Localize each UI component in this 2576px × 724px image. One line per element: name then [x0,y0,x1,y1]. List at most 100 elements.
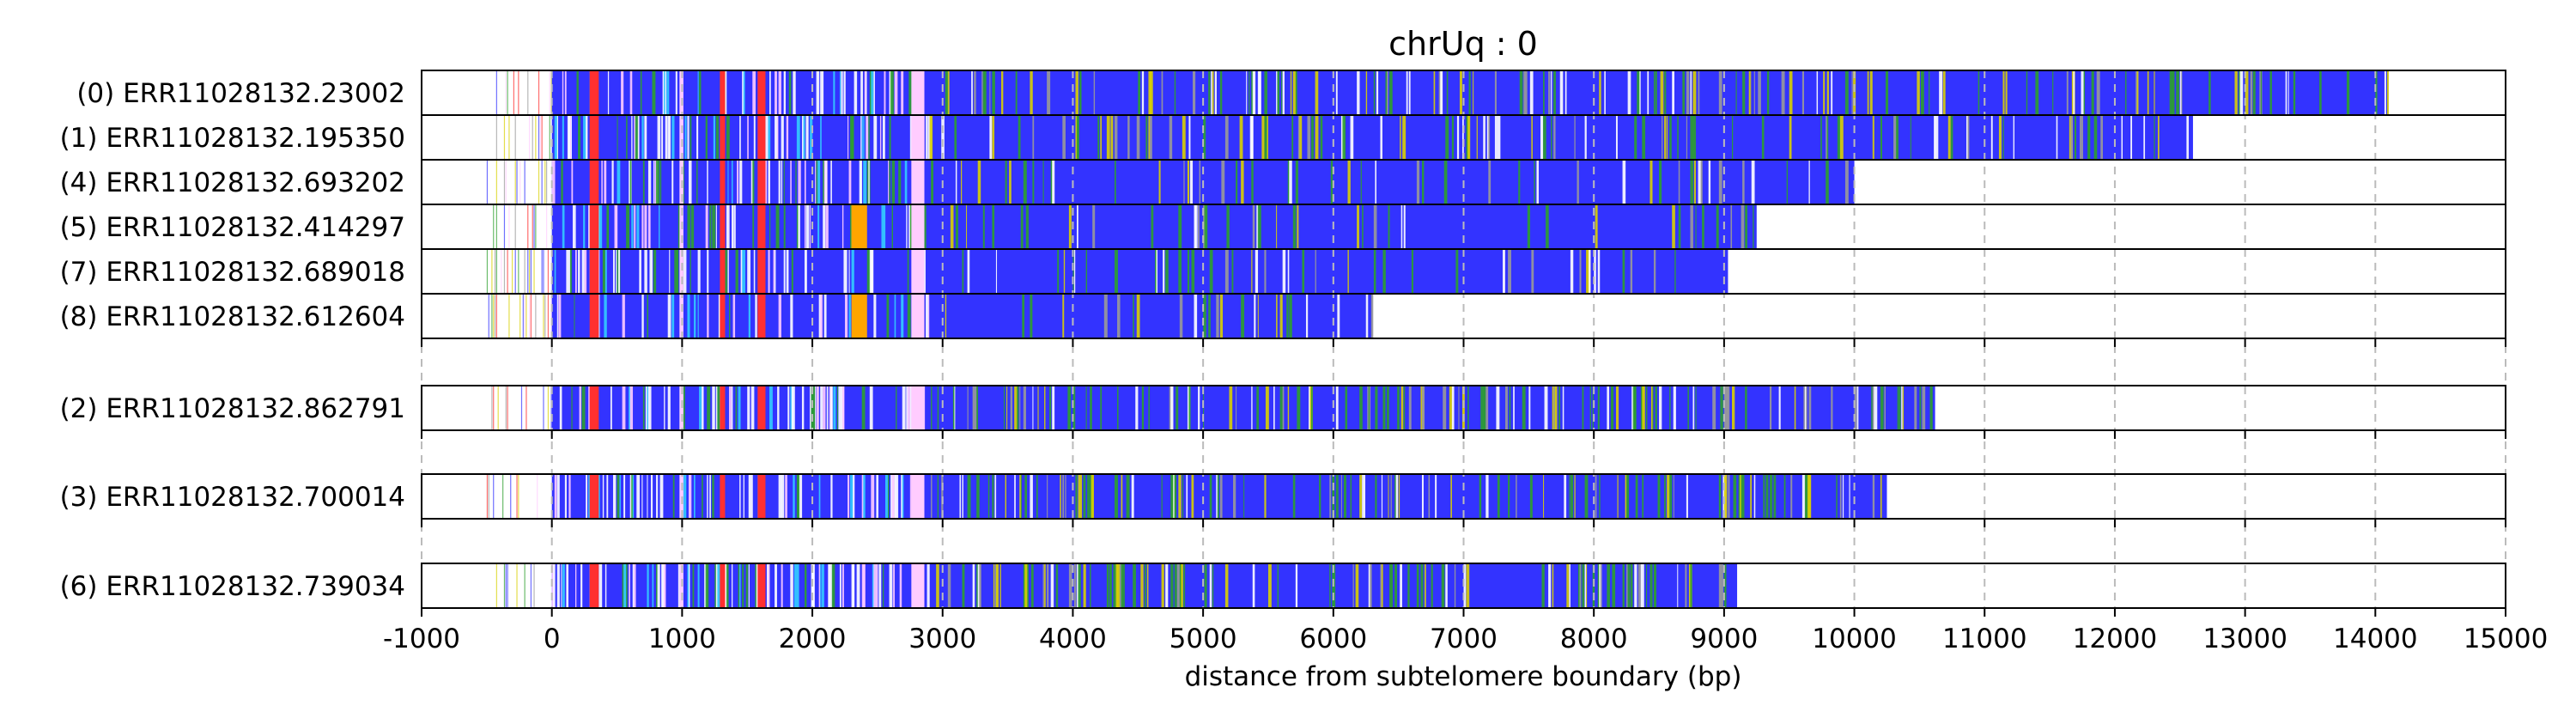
read-stripe [1934,116,1936,159]
read-stripe [616,205,618,248]
read-stripe [952,386,956,429]
read-stripe [1226,205,1230,248]
read-stripe [1282,250,1286,293]
read-stripe [503,116,506,159]
read-stripe [2002,71,2005,114]
read-stripe [1239,116,1243,159]
read-stripe [868,161,870,204]
read-band [911,205,925,248]
read-label: (3) ERR11028132.700014 [60,482,405,513]
read-stripe [1076,116,1079,159]
read-stripe [737,161,739,204]
read-stripe [656,564,659,607]
read-stripe [742,250,746,293]
read-stripe [2091,71,2094,114]
read-stripe [2319,71,2322,114]
read-stripe [2176,71,2179,114]
read-stripe [1867,71,1869,114]
read-stripe [882,116,885,159]
x-tick-label: 7000 [1430,624,1498,654]
read-stripe [745,564,749,607]
read-stripe [1297,205,1299,248]
read-stripe [1397,386,1400,429]
read-stripe [1259,71,1261,114]
read-stripe [1182,116,1186,159]
read-stripe [1282,71,1285,114]
read-stripe [1251,161,1254,204]
read-stripe [1529,71,1534,114]
read-track [488,295,1374,338]
read-stripe [527,205,529,248]
read-stripe [1826,71,1829,114]
read-band [911,116,925,159]
read-stripe [1584,564,1587,607]
read-stripe [713,116,715,159]
read-stripe [665,71,667,114]
read-stripe [574,564,577,607]
read-stripe [1978,71,1980,114]
read-stripe [817,161,821,204]
read-stripe [634,116,637,159]
read-stripe [1335,71,1338,114]
read-stripe [1528,386,1531,429]
read-stripe [888,475,890,518]
read-stripe [1047,564,1049,607]
read-stripe [659,161,662,204]
reads-layer [486,71,2389,607]
read-stripe [1446,71,1449,114]
read-stripe [694,475,696,518]
read-stripe [1485,475,1489,518]
read-stripe [1626,475,1629,518]
read-stripe [1718,564,1722,607]
read-stripe [2066,71,2069,114]
read-stripe [1726,386,1730,429]
read-stripe [1382,386,1386,429]
read-stripe [1307,116,1311,159]
read-stripe [1368,386,1370,429]
read-stripe [1794,386,1796,429]
read-stripe [1208,295,1211,338]
read-stripe [1136,116,1140,159]
read-stripe [578,116,580,159]
read-stripe [735,386,738,429]
read-stripe [579,386,581,429]
read-stripe [1837,116,1841,159]
read-stripe [598,564,603,607]
read-stripe [1093,71,1096,114]
read-stripe [1188,116,1191,159]
read-stripe [1400,564,1402,607]
read-stripe [1607,386,1610,429]
read-stripe [1820,116,1822,159]
read-stripe [1617,475,1619,518]
read-stripe [1836,475,1838,518]
read-stripe [1092,205,1096,248]
read-stripe [1750,475,1752,518]
read-stripe [1692,71,1697,114]
read-stripe [1174,71,1176,114]
read-stripe [783,161,785,204]
read-stripe [873,295,877,338]
read-stripe [1217,475,1219,518]
read-stripe [568,475,571,518]
read-stripe [1204,564,1207,607]
read-stripe [1673,386,1676,429]
read-stripe [881,205,885,248]
read-stripe [906,386,908,429]
read-stripe [619,475,621,518]
read-stripe [841,564,844,607]
read-stripe [1553,116,1556,159]
read-stripe [1604,71,1606,114]
read-stripe [562,116,564,159]
read-stripe [871,475,875,518]
read-stripe [909,116,913,159]
read-label: (7) ERR11028132.689018 [60,257,405,288]
read-stripe [1939,71,1943,114]
read-stripe [1508,475,1510,518]
read-stripe [1718,475,1722,518]
read-stripe [1365,71,1368,114]
read-stripe [632,564,635,607]
read-stripe [1359,475,1363,518]
read-label: (1) ERR11028132.195350 [60,123,405,154]
read-stripe [1659,386,1662,429]
read-stripe [558,295,562,338]
